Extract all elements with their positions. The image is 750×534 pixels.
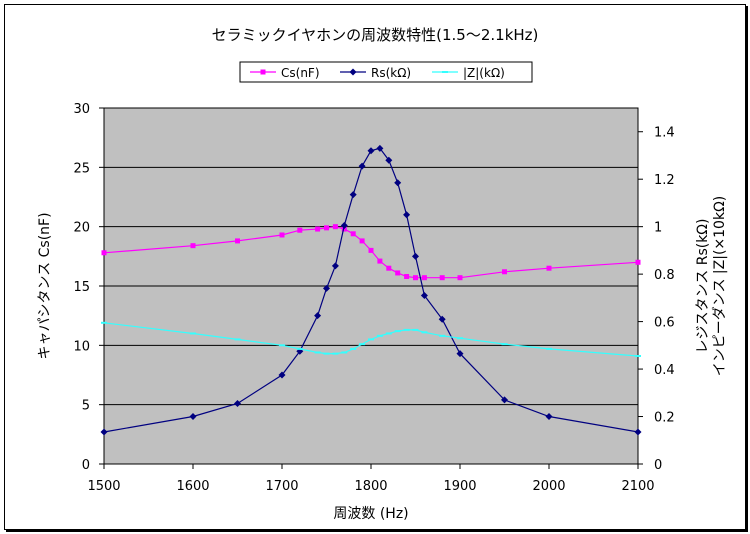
legend-marker <box>260 69 266 75</box>
data-point <box>349 191 357 199</box>
data-point <box>297 227 303 233</box>
y-right-tick-label: 1.2 <box>654 173 675 188</box>
data-point <box>403 211 411 219</box>
x-tick-label: 1700 <box>265 479 298 494</box>
y-axis-right-label-1: レジスタンス Rs(kΩ) <box>695 219 711 354</box>
chart-title: セラミックイヤホンの周波数特性(1.5～2.1kHz) <box>212 26 539 44</box>
y-left-tick-label: 5 <box>82 399 90 414</box>
data-point <box>420 291 428 299</box>
legend-label: Rs(kΩ) <box>371 66 411 80</box>
legend-label: Cs(nF) <box>281 66 320 80</box>
data-point <box>315 226 321 232</box>
data-point <box>635 259 641 265</box>
y-left-tick-label: 20 <box>73 221 90 236</box>
x-tick-label: 1500 <box>87 479 120 494</box>
data-point <box>456 350 464 358</box>
data-point <box>385 156 393 164</box>
data-point <box>394 179 402 187</box>
data-point <box>413 275 418 281</box>
data-point <box>438 315 446 323</box>
data-point <box>278 371 286 379</box>
data-point <box>189 413 197 421</box>
series-3 <box>101 321 641 358</box>
data-point <box>634 428 642 436</box>
series-1 <box>101 224 641 281</box>
y-left-tick-label: 10 <box>73 339 90 354</box>
data-point <box>324 225 329 231</box>
data-point <box>234 399 241 407</box>
data-point <box>314 312 322 320</box>
data-point <box>502 269 507 275</box>
data-point <box>332 224 338 230</box>
y-right-tick-label: 0.6 <box>654 316 675 331</box>
gridlines <box>104 166 638 406</box>
x-tick-label: 2000 <box>532 479 565 494</box>
data-point <box>439 275 445 281</box>
y-right-tick-label: 1 <box>654 221 662 236</box>
x-tick-label: 1800 <box>354 479 387 494</box>
x-tick-label: 1600 <box>176 479 209 494</box>
data-point <box>395 270 401 276</box>
y-right-tick-label: 0 <box>654 458 662 473</box>
axes: 0 5 10 15 20 25 30 0 0.2 0.4 0.6 0.8 1 1.2 1.4 1500 1600… <box>73 102 674 494</box>
y-left-tick-label: 0 <box>82 458 90 473</box>
data-point <box>190 243 196 249</box>
data-point <box>404 274 410 280</box>
data-point <box>367 147 375 155</box>
series-2 <box>100 144 642 436</box>
y-axis-left-label: キャパシタンス Cs(nF) <box>37 212 53 359</box>
data-point <box>331 262 339 270</box>
data-point <box>386 265 392 271</box>
data-point <box>501 396 508 404</box>
legend-label: |Z|(kΩ) <box>463 66 505 80</box>
data-point <box>376 144 384 152</box>
data-point <box>377 258 383 264</box>
data-point <box>421 275 427 281</box>
data-point <box>350 231 356 237</box>
data-point <box>368 247 374 253</box>
data-point <box>545 413 553 421</box>
data-point <box>279 232 285 238</box>
data-point <box>100 428 108 436</box>
y-left-tick-label: 30 <box>73 102 90 117</box>
data-point <box>101 250 107 256</box>
data-point <box>359 238 365 244</box>
y-right-tick-label: 0.8 <box>654 268 675 283</box>
data-point <box>546 265 552 271</box>
series-layer <box>100 144 642 436</box>
y-right-tick-label: 1.4 <box>654 126 675 141</box>
legend-marker <box>349 68 357 76</box>
x-tick-label: 2100 <box>621 479 654 494</box>
y-right-tick-label: 0.4 <box>654 363 675 378</box>
data-point <box>235 238 240 244</box>
data-point <box>358 162 366 170</box>
x-axis-label: 周波数 (Hz) <box>333 506 408 522</box>
y-right-tick-label: 0.2 <box>654 411 675 426</box>
legend: Cs(nF) Rs(kΩ) |Z|(kΩ) <box>239 61 533 83</box>
x-tick-label: 1900 <box>443 479 476 494</box>
legend-box <box>239 61 533 83</box>
data-point <box>340 221 348 229</box>
y-left-tick-label: 25 <box>73 161 90 176</box>
data-point <box>323 284 330 292</box>
y-axis-right-label-2: インピーダンス |Z|(×10kΩ) <box>712 196 728 376</box>
data-point <box>341 226 347 232</box>
y-left-tick-label: 15 <box>73 280 90 295</box>
data-point <box>412 252 419 260</box>
data-point <box>457 275 463 281</box>
